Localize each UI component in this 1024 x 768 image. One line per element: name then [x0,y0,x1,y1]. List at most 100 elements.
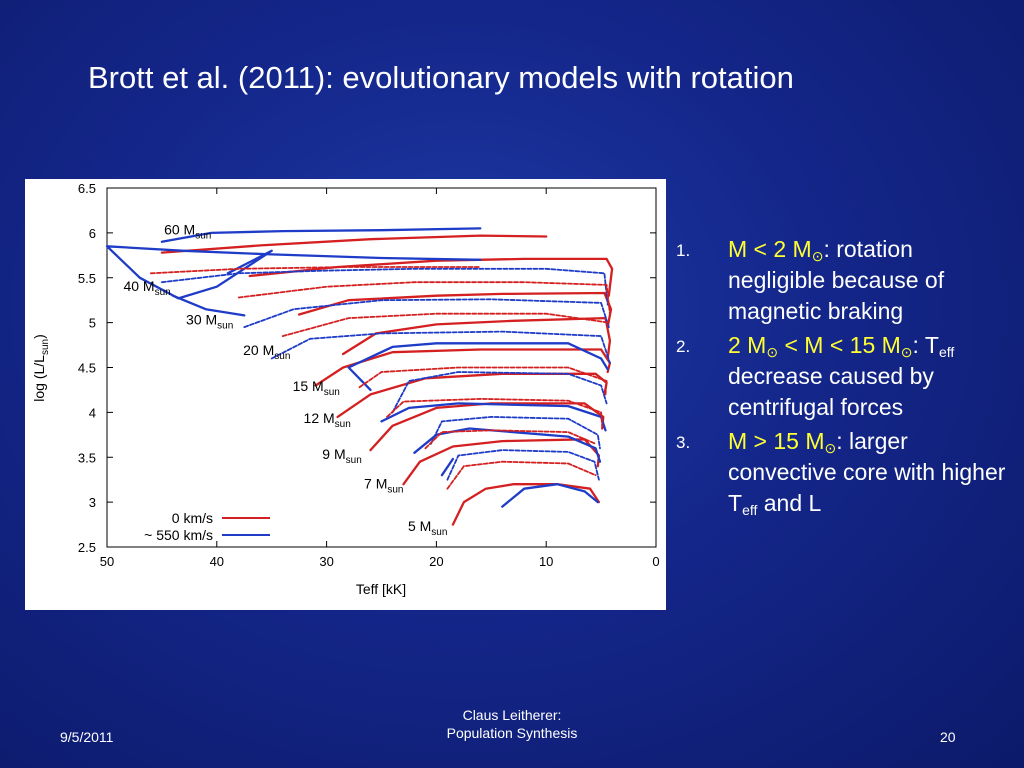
bullet-text-segment: M < 2 M [728,236,812,262]
evolutionary-track [297,291,613,329]
footer-talk-title: Population Synthesis [446,725,578,741]
x-tick-label: 30 [319,554,333,569]
mass-label-sub: sun [335,419,351,430]
track-series [105,227,614,526]
bullet-text-segment: : T [912,332,939,358]
bullet-text-segment: : larger convective core with higher T [728,428,1006,516]
evolutionary-track [413,427,602,463]
mass-label-sub: sun [324,387,340,398]
y-tick-label: 6 [89,226,96,241]
mass-label-value: 12 M [304,410,335,426]
mass-label: 7 Msun [364,476,403,496]
mass-label: 20 Msun [243,342,290,362]
y-tick-label: 4 [89,405,96,420]
evolutionary-track [270,330,611,364]
evolutionary-track [429,415,601,450]
evolutionary-track [347,342,609,392]
hr-diagram-figure: 50 40 30 20 10 0 2.5 3 3.5 4 4.5 5 5.5 6 6.5 60 Msun 40… [25,179,666,610]
x-axis-label: Teff [kK] [356,581,406,597]
mass-label: 5 Msun [408,518,447,538]
evolutionary-track [386,397,604,427]
evolutionary-track [160,234,548,254]
mass-label-value: 5 M [408,518,431,534]
bullet-text-segment: and L [757,490,822,516]
footer-date: 9/5/2011 [60,729,114,745]
axis-ticks: 50 40 30 20 10 0 2.5 3 3.5 4 4.5 5 5.5 6 6.5 [78,181,660,569]
evolutionary-track [440,457,455,477]
evolutionary-track [501,483,599,508]
mass-label-sub: sun [431,527,447,538]
x-tick-label: 0 [652,554,659,569]
mass-label-value: 60 M [164,222,195,238]
bullet-text-segment: 2 M [728,332,767,358]
bullet-text: M < 2 M⊙: rotation negligible because of… [728,234,1006,327]
bullet-list: 1. M < 2 M⊙: rotation negligible because… [676,234,1006,522]
y-axis-label-sub: sun [40,339,51,355]
bullet-text-segment: : rotation negligible because of magneti… [728,236,945,324]
y-tick-label: 3 [89,495,96,510]
bullet-number: 2. [676,337,691,356]
bullet-text-segment: eff [938,344,955,360]
bullet-text-segment: ⊙ [900,344,913,360]
y-axis-label-main: log (L/L [31,355,47,402]
bullet-item-1: 1. M < 2 M⊙: rotation negligible because… [676,234,1006,327]
evolutionary-track [336,372,608,419]
y-axis-label: log (L/Lsun) [31,334,51,402]
hr-diagram-chart: 50 40 30 20 10 02.533.544.555.566.5 60 Msun40… [31,181,660,597]
bullet-item-3: 3. M > 15 M⊙: larger convective core wit… [676,426,1006,519]
bullet-number: 1. [676,241,691,260]
evolutionary-track [237,281,611,315]
chart-legend: 0 km/s~ 550 km/s [144,510,270,543]
bullet-text-segment: ⊙ [824,440,837,456]
evolutionary-track [391,371,608,414]
y-tick-label: 3.5 [78,450,96,465]
evolutionary-track [451,483,601,526]
mass-label: 40 Msun [123,278,170,298]
evolutionary-track [171,294,246,317]
evolutionary-track [358,366,608,396]
y-tick-label: 2.5 [78,540,96,555]
y-axis-label-close: ) [31,334,47,339]
mass-label: 30 Msun [186,311,233,331]
evolutionary-track [243,298,610,329]
footer-author-line: Claus Leitherer: [462,707,562,723]
mass-label-sub: sun [217,320,233,331]
bullet-text-segment: < M < 15 M [778,332,901,358]
evolutionary-track [424,429,597,450]
mass-label: 60 Msun [164,222,211,242]
bullet-text: M > 15 M⊙: larger convective core with h… [728,426,1006,519]
mass-label-sub: sun [155,287,171,298]
x-tick-label: 20 [429,554,443,569]
bullet-text: 2 M⊙ < M < 15 M⊙: Teff decrease caused b… [728,330,1006,423]
mass-label-value: 40 M [123,278,154,294]
mass-label-sub: sun [346,455,362,466]
bullet-text-segment: ⊙ [766,344,779,360]
evolutionary-track [150,266,482,275]
mass-label-value: 7 M [364,476,387,492]
legend-label: 0 km/s [172,510,213,526]
legend-label: ~ 550 km/s [144,527,213,543]
evolutionary-track [281,312,610,338]
evolutionary-track [446,460,597,490]
bullet-text-segment: decrease caused by centrifugal forces [728,363,934,420]
footer-author: Claus Leitherer: Population Synthesis [412,706,612,742]
x-tick-label: 10 [539,554,553,569]
mass-label: 12 Msun [304,410,351,430]
bullet-text-segment: M > 15 M [728,428,825,454]
bullet-number: 3. [676,433,691,452]
mass-label-sub: sun [387,485,403,496]
x-tick-label: 40 [210,554,224,569]
y-tick-label: 6.5 [78,181,96,196]
evolutionary-track [160,227,482,243]
evolutionary-track [160,267,609,306]
y-tick-label: 5.5 [78,271,96,286]
bullet-text-segment: eff [742,502,758,518]
y-tick-label: 5 [89,316,96,331]
bullet-text-segment: ⊙ [811,248,824,264]
mass-label-value: 20 M [243,342,274,358]
mass-label-value: 15 M [293,378,324,394]
mass-label: 9 Msun [322,446,361,466]
mass-label-value: 30 M [186,311,217,327]
mass-label-sub: sun [274,351,290,362]
